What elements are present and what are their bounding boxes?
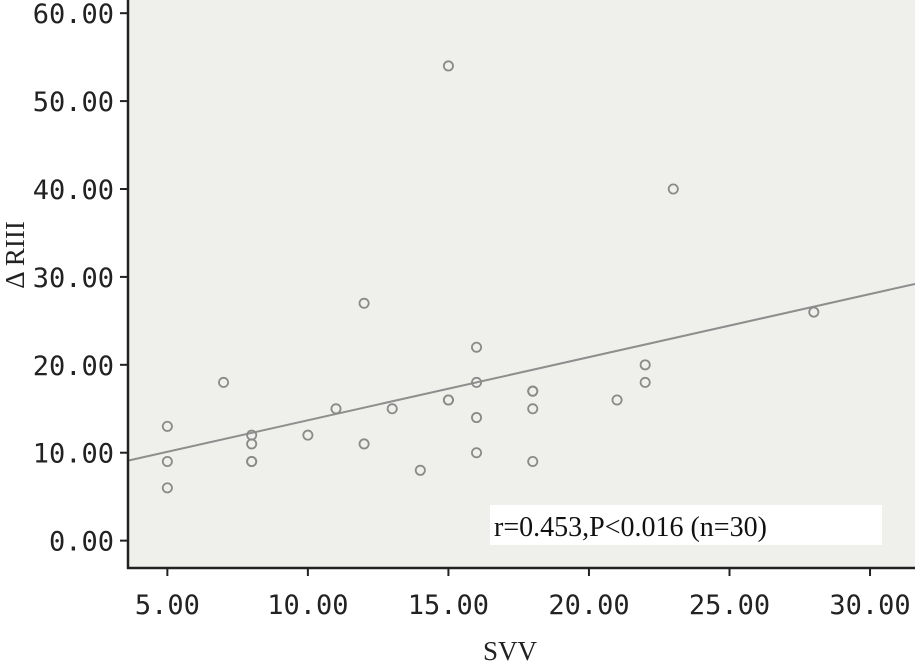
fit-line-layer <box>127 282 915 462</box>
data-point <box>442 60 454 72</box>
x-tick-label: 10.00 <box>267 590 348 621</box>
x-tick-label: 5.00 <box>135 590 200 621</box>
y-tick-label: 10.00 <box>33 439 114 470</box>
data-point <box>611 394 623 406</box>
data-point <box>471 447 483 459</box>
y-tick-label: 60.00 <box>33 0 114 30</box>
x-axis-title: SVV <box>483 636 538 665</box>
annotation-box <box>490 505 882 545</box>
data-point <box>639 359 651 371</box>
data-point <box>414 464 426 476</box>
data-point <box>667 183 679 195</box>
data-point <box>246 456 258 468</box>
data-point <box>527 456 539 468</box>
y-axis-title: Δ RIII <box>0 221 30 289</box>
plot-area <box>128 0 915 567</box>
data-point <box>639 376 651 388</box>
data-points <box>161 60 820 494</box>
x-tick-label: 20.00 <box>548 590 629 621</box>
data-point <box>161 420 173 432</box>
data-point <box>358 438 370 450</box>
data-point <box>471 341 483 353</box>
data-point <box>386 403 398 415</box>
y-tick-label: 30.00 <box>33 263 114 294</box>
data-point <box>442 394 454 406</box>
data-point <box>161 482 173 494</box>
data-point <box>246 438 258 450</box>
regression-line <box>127 282 915 462</box>
y-tick-label: 20.00 <box>33 351 114 382</box>
y-tick-label: 40.00 <box>33 175 114 206</box>
data-point <box>330 403 342 415</box>
data-point <box>808 306 820 318</box>
data-point <box>218 376 230 388</box>
data-point <box>302 429 314 441</box>
annotation-text: r=0.453,P<0.016 (n=30) <box>494 512 767 543</box>
data-point <box>161 456 173 468</box>
data-point <box>527 403 539 415</box>
x-tick-label: 15.00 <box>408 590 489 621</box>
data-point <box>527 385 539 397</box>
data-point <box>471 412 483 424</box>
y-tick-label: 0.00 <box>49 527 114 558</box>
data-point <box>471 376 483 388</box>
axis-ticks: 5.00 10.00 15.00 20.00 25.00 30.00 0.00 10.00 20… <box>33 0 911 621</box>
y-tick-label: 50.00 <box>33 87 114 118</box>
x-tick-label: 25.00 <box>689 590 770 621</box>
data-point <box>358 297 370 309</box>
x-tick-label: 30.00 <box>829 590 910 621</box>
